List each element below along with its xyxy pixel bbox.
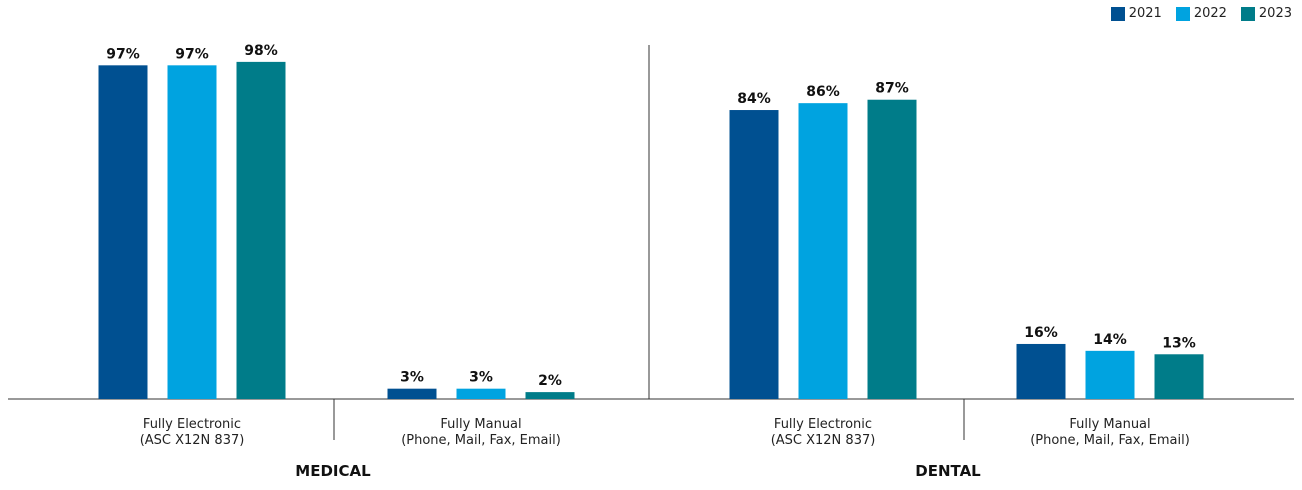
legend-label-2022: 2022	[1193, 6, 1227, 21]
data-label: 97%	[175, 46, 209, 62]
bar-2021	[387, 388, 437, 399]
bar-2022	[798, 103, 848, 399]
data-label: 16%	[1024, 325, 1058, 341]
bar-2022	[167, 65, 217, 399]
data-label: 14%	[1093, 332, 1127, 348]
category-label: (Phone, Mail, Fax, Email)	[401, 433, 561, 448]
bar-2023	[236, 61, 286, 399]
group-label: MEDICAL	[295, 462, 371, 480]
legend-label-2021: 2021	[1128, 6, 1162, 21]
legend-item-2022: 2022	[1175, 6, 1227, 21]
legend-item-2021: 2021	[1110, 6, 1162, 21]
category-label: Fully Electronic	[143, 417, 241, 432]
data-label: 84%	[737, 91, 771, 107]
legend: 2021 2022 2023	[1110, 6, 1292, 21]
category-label: (ASC X12N 837)	[140, 433, 245, 448]
legend-swatch-2021	[1110, 6, 1125, 21]
group-label: DENTAL	[915, 462, 981, 480]
data-label: 98%	[244, 43, 278, 59]
data-label: 87%	[875, 81, 909, 97]
data-label: 13%	[1162, 335, 1196, 351]
category-label: Fully Manual	[440, 417, 521, 432]
bar-2023	[867, 99, 917, 399]
data-label: 3%	[469, 370, 493, 386]
category-label: Fully Manual	[1069, 417, 1150, 432]
bar-2022	[456, 388, 506, 399]
bar-2021	[729, 110, 779, 399]
category-label: Fully Electronic	[774, 417, 872, 432]
legend-item-2023: 2023	[1240, 6, 1292, 21]
category-label: (ASC X12N 837)	[771, 433, 876, 448]
legend-label-2023: 2023	[1258, 6, 1292, 21]
data-label: 97%	[106, 46, 140, 62]
bar-2021	[98, 65, 148, 399]
bar-2021	[1016, 343, 1066, 399]
legend-swatch-2023	[1240, 6, 1255, 21]
bar-2022	[1085, 350, 1135, 399]
bar-2023	[1154, 354, 1204, 399]
legend-swatch-2022	[1175, 6, 1190, 21]
data-label: 86%	[806, 84, 840, 100]
data-label: 3%	[400, 370, 424, 386]
data-label: 2%	[538, 373, 562, 389]
category-label: (Phone, Mail, Fax, Email)	[1030, 433, 1190, 448]
bar-2023	[525, 392, 575, 399]
